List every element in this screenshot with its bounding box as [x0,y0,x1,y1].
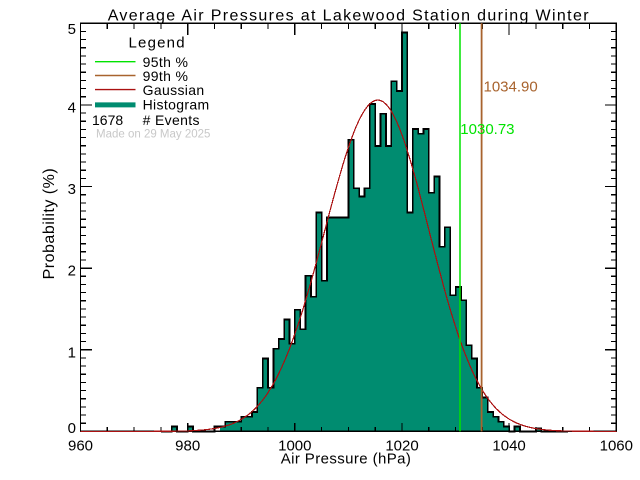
svg-text:Air Pressure (hPa): Air Pressure (hPa) [281,451,412,468]
svg-text:99th %: 99th % [143,68,189,84]
svg-text:1040: 1040 [492,437,525,454]
svg-text:1: 1 [68,344,76,361]
svg-text:0: 0 [68,420,76,437]
svg-text:1060: 1060 [600,437,633,454]
svg-text:2: 2 [68,263,76,280]
svg-text:1020: 1020 [385,437,418,454]
svg-text:5: 5 [68,21,76,38]
svg-text:95th %: 95th % [143,54,189,70]
svg-text:Average Air Pressures at Lakew: Average Air Pressures at Lakewood Statio… [108,8,590,25]
svg-text:1000: 1000 [278,437,311,454]
svg-text:Probability (%): Probability (%) [41,168,58,280]
svg-text:3: 3 [68,181,76,198]
svg-text:Histogram: Histogram [143,96,210,112]
svg-text:1030.73: 1030.73 [460,121,514,138]
svg-text:1034.90: 1034.90 [484,79,538,96]
svg-text:1678: 1678 [92,112,123,128]
svg-text:960: 960 [68,437,93,454]
svg-text:980: 980 [175,437,200,454]
svg-text:4: 4 [68,100,76,117]
svg-text:# Events: # Events [143,112,200,128]
svg-text:Made on 29 May 2025: Made on 29 May 2025 [96,128,210,140]
svg-text:Gaussian: Gaussian [143,82,205,98]
svg-text:Legend: Legend [129,34,186,51]
